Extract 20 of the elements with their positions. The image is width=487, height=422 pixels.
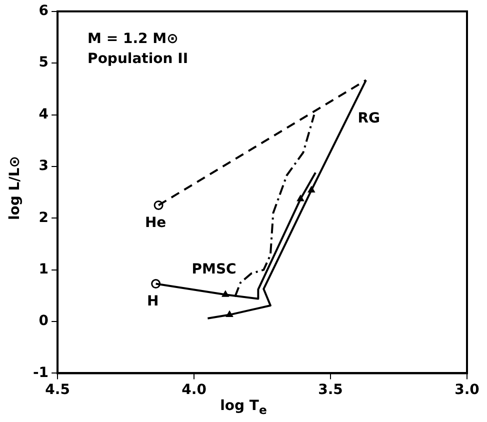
y-tick-label: 1 (38, 261, 49, 278)
annotation: Population II (88, 51, 188, 68)
x-tick-label: 4.0 (182, 382, 207, 398)
x-tick-label: 3.0 (454, 382, 480, 398)
annotation: PMSC (192, 261, 236, 278)
y-tick-label: 0 (38, 313, 49, 330)
x-axis-title: log T$_{e}$ (219, 398, 268, 417)
y-tick-label: 6 (38, 3, 49, 20)
annotation: H (146, 293, 159, 310)
y-tick-label: 3 (38, 158, 49, 174)
y-tick-label: 4 (38, 106, 49, 122)
annotation: RG (358, 110, 380, 127)
y-tick-label: -1 (32, 364, 49, 381)
y-axis-title: log L/L⊙ (7, 155, 23, 222)
x-tick-label: 4.5 (45, 382, 70, 398)
annotation: M = 1.2 M⊙ (88, 31, 178, 48)
annotation: He (144, 214, 166, 231)
x-tick-label: 3.5 (318, 382, 343, 398)
y-tick-label: 5 (38, 54, 49, 71)
y-tick-label: 2 (38, 210, 49, 226)
